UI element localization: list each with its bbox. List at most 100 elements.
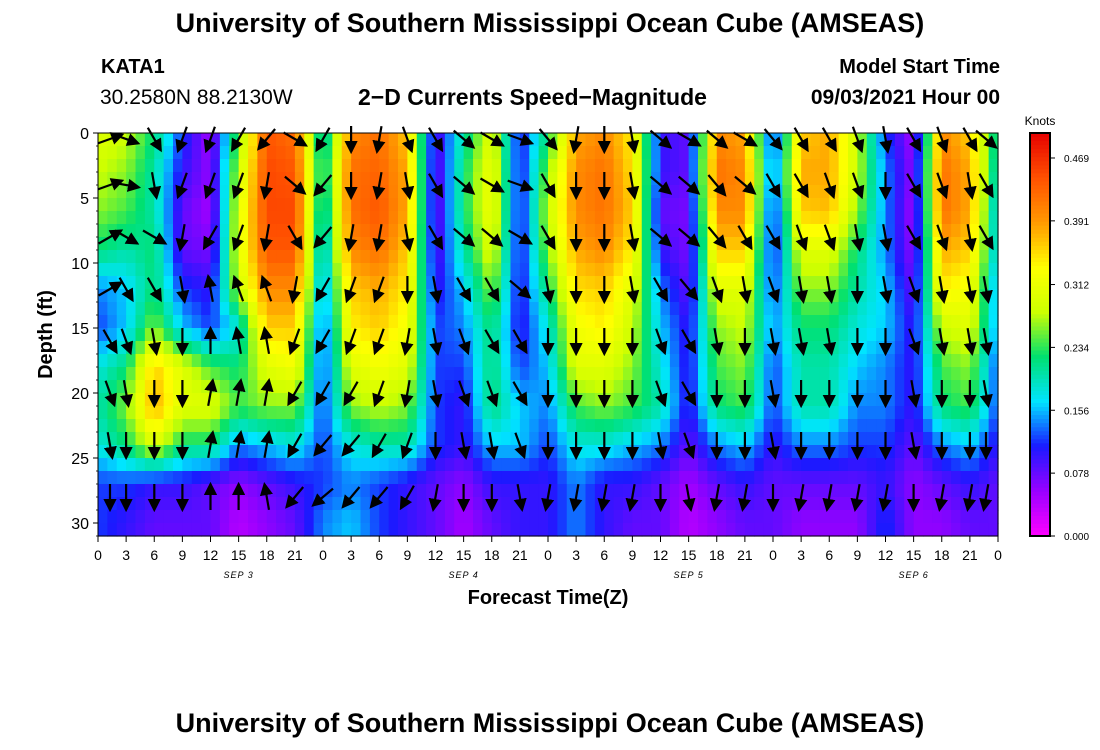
heatmap-cell	[360, 471, 371, 485]
heatmap-cell	[810, 211, 821, 225]
heatmap-cell	[294, 380, 305, 394]
heatmap-cell	[623, 484, 633, 498]
heatmap-cell	[248, 159, 258, 173]
heatmap-cell	[566, 198, 577, 212]
heatmap-cell	[838, 263, 849, 277]
heatmap-cell	[266, 445, 277, 459]
heatmap-cell	[454, 263, 465, 277]
heatmap-cell	[819, 523, 830, 537]
heatmap-cell	[969, 198, 980, 212]
colorbar-swatch	[1030, 330, 1050, 336]
heatmap-cell	[660, 406, 671, 420]
heatmap-cell	[876, 328, 887, 342]
heatmap-cell	[229, 289, 240, 303]
current-arrow	[908, 328, 921, 356]
heatmap-cell	[632, 263, 643, 277]
heatmap-cell	[894, 458, 905, 472]
heatmap-cell	[529, 367, 540, 381]
heatmap-cell	[116, 185, 127, 199]
heatmap-cell	[238, 445, 249, 459]
heatmap-cell	[585, 341, 596, 355]
heatmap-cell	[116, 471, 127, 485]
heatmap-cell	[763, 484, 774, 498]
heatmap-cell	[482, 484, 493, 498]
heatmap-cell	[763, 354, 774, 368]
heatmap-cell	[444, 393, 455, 407]
heatmap-cell	[951, 406, 962, 420]
heatmap-cell	[473, 211, 483, 225]
heatmap-cell	[369, 302, 380, 316]
heatmap-cell	[266, 367, 277, 381]
heatmap-cell	[219, 510, 230, 524]
heatmap-cell	[819, 185, 830, 199]
heatmap-cell	[632, 445, 643, 459]
heatmap-cell	[182, 432, 193, 446]
heatmap-cell	[782, 341, 793, 355]
heatmap-cell	[529, 445, 540, 459]
heatmap-cell	[454, 510, 465, 524]
heatmap-cell	[566, 302, 577, 316]
current-arrow	[707, 174, 727, 197]
heatmap-cell	[473, 237, 483, 251]
heatmap-cell	[857, 263, 868, 277]
colorbar-swatch	[1030, 229, 1050, 235]
heatmap-cell	[388, 263, 399, 277]
heatmap-cell	[360, 328, 371, 342]
heatmap-cell	[360, 406, 371, 420]
heatmap-cell	[941, 484, 952, 498]
heatmap-cell	[248, 250, 258, 264]
heatmap-cell	[585, 250, 596, 264]
heatmap-cell	[191, 263, 202, 277]
heatmap-cell	[454, 198, 465, 212]
heatmap-cell	[557, 341, 568, 355]
current-arrow	[978, 225, 994, 251]
heatmap-cell	[98, 198, 108, 212]
current-arrow	[936, 172, 949, 200]
heatmap-cell	[313, 315, 324, 329]
heatmap-cell	[885, 484, 896, 498]
heatmap-cell	[707, 263, 718, 277]
heatmap-cell	[548, 497, 558, 511]
heatmap-cell	[257, 302, 268, 316]
heatmap-cell	[238, 523, 249, 537]
heatmap-cell	[173, 263, 183, 277]
heatmap-cell	[932, 523, 943, 537]
heatmap-cell	[979, 432, 990, 446]
colorbar-swatch	[1030, 495, 1050, 501]
heatmap-cell	[388, 458, 399, 472]
heatmap-cell	[219, 146, 230, 160]
heatmap-cell	[594, 419, 605, 433]
heatmap-cell	[191, 198, 202, 212]
heatmap-cell	[482, 458, 493, 472]
heatmap-cell	[923, 211, 933, 225]
heatmap-cell	[548, 302, 558, 316]
heatmap-cell	[707, 380, 718, 394]
current-arrow	[484, 329, 500, 355]
x-axis-title: Forecast Time(Z)	[468, 587, 629, 609]
heatmap-cell	[257, 354, 268, 368]
heatmap-cell	[238, 237, 249, 251]
heatmap-cell	[379, 432, 390, 446]
heatmap-cell	[313, 302, 324, 316]
heatmap-cell	[341, 172, 352, 186]
heatmap-cell	[960, 523, 971, 537]
heatmap-cell	[763, 393, 774, 407]
heatmap-cell	[651, 133, 662, 147]
heatmap-cell	[191, 224, 202, 238]
heatmap-cell	[623, 406, 633, 420]
heatmap-cell	[519, 198, 530, 212]
heatmap-cell	[163, 159, 174, 173]
heatmap-cell	[613, 406, 624, 420]
heatmap-cell	[773, 224, 783, 238]
current-arrow	[259, 172, 273, 200]
colorbar-swatch	[1030, 523, 1050, 529]
heatmap-cell	[669, 432, 680, 446]
heatmap-cell	[838, 172, 849, 186]
heatmap-cell	[173, 380, 183, 394]
heatmap-cell	[360, 250, 371, 264]
heatmap-cell	[229, 263, 240, 277]
heatmap-cell	[641, 510, 652, 524]
heatmap-cell	[763, 185, 774, 199]
heatmap-cell	[866, 250, 877, 264]
heatmap-cell	[276, 159, 287, 173]
